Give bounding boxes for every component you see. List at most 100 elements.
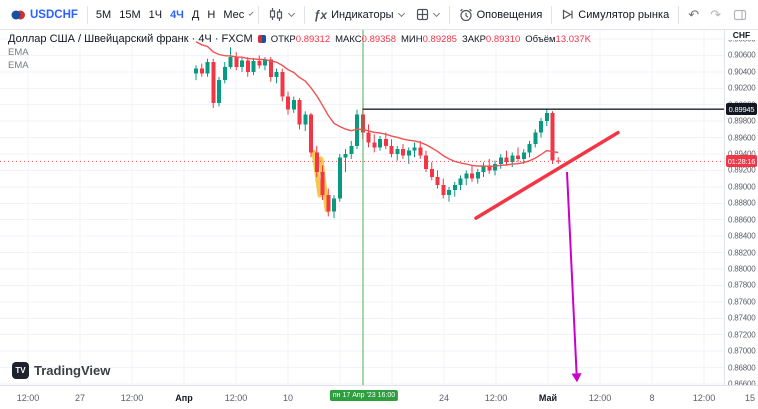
main-row: Доллар США / Швейцарский франк · 4Ч · FX… xyxy=(0,30,758,389)
ema-legend-1[interactable]: EMA xyxy=(8,47,29,58)
candle xyxy=(424,155,428,169)
alerts-button[interactable]: Оповещения xyxy=(454,5,548,25)
candle xyxy=(280,71,285,97)
candle xyxy=(544,112,549,122)
candle xyxy=(366,132,371,143)
candle xyxy=(441,185,446,196)
candle xyxy=(372,142,377,148)
candle xyxy=(516,155,520,159)
candle xyxy=(475,172,480,179)
indicator-templates-button[interactable] xyxy=(411,5,445,24)
candle xyxy=(412,147,417,151)
candle xyxy=(251,61,256,72)
candle xyxy=(481,165,486,173)
alerts-label: Оповещения xyxy=(476,8,543,21)
time-axis-label: 27 xyxy=(74,392,86,403)
candle xyxy=(309,114,313,153)
interval-switcher: 5М 15М 1Ч 4Ч Д Н Мес xyxy=(92,6,248,24)
interval-5М[interactable]: 5М xyxy=(95,8,112,21)
tradingview-logo[interactable]: TV TradingView xyxy=(12,362,110,379)
panel-toggle-button[interactable] xyxy=(728,6,752,24)
candle xyxy=(263,59,267,66)
candle xyxy=(332,198,336,212)
indicator-templates-icon xyxy=(416,8,429,21)
simulator-label: Симулятор рынка xyxy=(578,8,670,21)
chart-legend: Доллар США / Швейцарский франк · 4Ч · FX… xyxy=(8,33,591,71)
candle xyxy=(234,57,239,67)
candle xyxy=(343,154,348,158)
chevron-down-icon[interactable] xyxy=(248,10,255,17)
tradingview-logo-mark: TV xyxy=(12,362,29,379)
ohlc-low: МИН0.89285 xyxy=(401,33,457,45)
price-tag-countdown: 01:28:16 xyxy=(726,155,757,168)
price-axis-label: 0.87000 xyxy=(728,346,756,356)
time-axis[interactable]: пн 17 Апр '23 16:00 12:00 27 12:00 Апр 12:00… xyxy=(0,385,758,409)
candle xyxy=(493,163,497,171)
time-axis-label: 12:00 xyxy=(16,392,40,403)
event-time-label[interactable]: пн 17 Апр '23 16:00 xyxy=(329,390,399,401)
ema-line[interactable] xyxy=(195,41,559,168)
indicators-fx-icon: ƒx xyxy=(313,7,328,22)
undo-button[interactable]: ↶ xyxy=(683,4,704,26)
trendline[interactable] xyxy=(474,130,620,220)
time-axis-label: 10 xyxy=(282,392,294,403)
candle xyxy=(389,145,394,154)
candle xyxy=(211,62,216,104)
instrument-mini-icon xyxy=(257,35,266,43)
symbol-title[interactable]: Доллар США / Швейцарский франк · 4Ч · FX… xyxy=(8,33,253,45)
candle xyxy=(205,62,210,74)
candle xyxy=(291,99,296,110)
interval-Д[interactable]: Д xyxy=(191,8,200,21)
interval-Н[interactable]: Н xyxy=(207,8,216,21)
chart-type-button[interactable] xyxy=(263,4,300,25)
price-axis-label: 0.89800 xyxy=(728,116,756,126)
top-toolbar: USDCHF 5М 15М 1Ч 4Ч Д Н Мес ƒx Индикаторы xyxy=(0,0,758,30)
price-axis-label: 0.88200 xyxy=(728,248,756,258)
candle xyxy=(401,149,405,156)
redo-icon: ↷ xyxy=(710,6,721,22)
candle xyxy=(240,60,244,67)
projection-arrow[interactable] xyxy=(566,172,578,374)
ohlc-high: МАКС0.89358 xyxy=(335,33,397,45)
undo-icon: ↶ xyxy=(688,6,700,22)
candle xyxy=(527,144,532,153)
price-axis-label: 0.87200 xyxy=(728,330,756,340)
redo-button[interactable]: ↷ xyxy=(705,4,726,26)
candle xyxy=(395,149,400,154)
indicators-button[interactable]: ƒx Индикаторы xyxy=(309,5,410,25)
price-axis[interactable]: CHF 0.89945 01:28:16 0.908000.906000.904… xyxy=(724,30,758,389)
ema-legend-2[interactable]: EMA xyxy=(8,60,29,71)
interval-15М[interactable]: 15М xyxy=(119,8,141,21)
toolbar-separator xyxy=(678,5,680,24)
price-axis-label: 0.90600 xyxy=(728,50,756,60)
chart-area[interactable]: Доллар США / Швейцарский франк · 4Ч · FX… xyxy=(0,30,724,385)
price-axis-label: 0.86600 xyxy=(728,379,756,389)
currency-label: CHF xyxy=(732,30,751,40)
candle xyxy=(470,173,474,179)
price-axis-label: 0.86800 xyxy=(728,363,756,373)
market-simulator-button[interactable]: Симулятор рынка xyxy=(556,5,674,24)
candle xyxy=(447,190,451,196)
interval-Мес[interactable]: Мес xyxy=(223,8,245,21)
interval-4Ч[interactable]: 4Ч xyxy=(170,8,184,21)
candle xyxy=(556,160,561,162)
axis-currency[interactable]: CHF xyxy=(725,30,758,40)
candle xyxy=(550,112,555,161)
time-axis-label: 12:00 xyxy=(224,392,248,403)
candle xyxy=(320,172,325,196)
candle xyxy=(217,80,221,104)
time-axis-label: Май xyxy=(538,392,558,403)
time-axis-label: 12:00 xyxy=(484,392,508,403)
price-axis-label: 0.89200 xyxy=(728,165,756,175)
price-axis-label: 0.88000 xyxy=(728,264,756,274)
price-tag-black: 0.89945 xyxy=(726,103,757,116)
interval-1Ч[interactable]: 1Ч xyxy=(148,8,163,21)
candle xyxy=(337,157,342,199)
candle xyxy=(487,165,492,171)
symbol-button[interactable]: USDCHF xyxy=(6,6,83,24)
candle xyxy=(297,99,302,125)
candle xyxy=(355,114,359,146)
candle xyxy=(498,157,503,164)
candlestick-chart[interactable] xyxy=(0,30,724,385)
candle xyxy=(194,68,198,74)
